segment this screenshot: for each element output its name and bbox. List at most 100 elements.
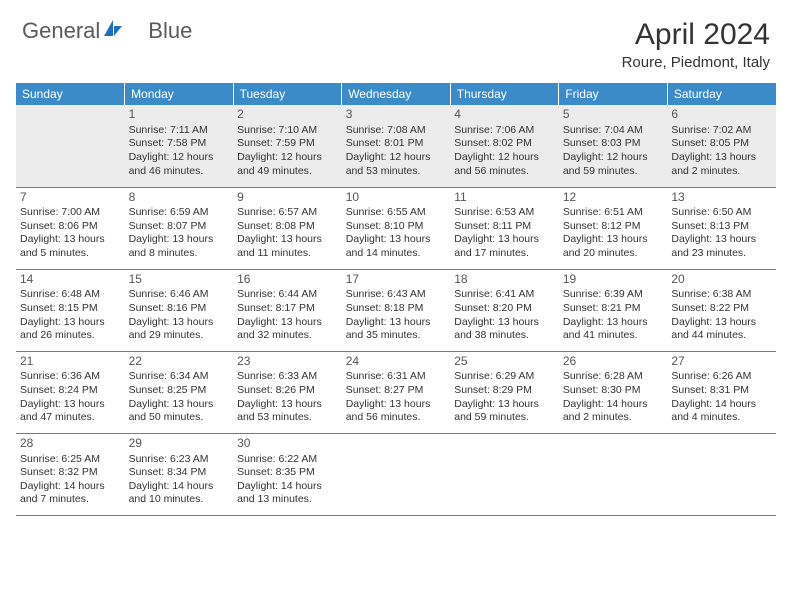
calendar-day-cell: 17Sunrise: 6:43 AMSunset: 8:18 PMDayligh… [342, 269, 451, 351]
sunset-line: Sunset: 8:30 PM [563, 384, 664, 398]
sunrise-line: Sunrise: 6:55 AM [346, 206, 447, 220]
sunrise-line: Sunrise: 6:46 AM [129, 288, 230, 302]
calendar-day-cell: 19Sunrise: 6:39 AMSunset: 8:21 PMDayligh… [559, 269, 668, 351]
calendar-day-cell [16, 105, 125, 187]
daylight-line: Daylight: 12 hours and 56 minutes. [454, 151, 555, 178]
sunset-line: Sunset: 8:07 PM [129, 220, 230, 234]
sunset-line: Sunset: 8:25 PM [129, 384, 230, 398]
sunrise-line: Sunrise: 6:25 AM [20, 453, 121, 467]
sunrise-line: Sunrise: 6:57 AM [237, 206, 338, 220]
logo-text-1: General [22, 18, 100, 44]
sunset-line: Sunset: 8:22 PM [671, 302, 772, 316]
day-number: 20 [671, 272, 772, 288]
sunset-line: Sunset: 8:29 PM [454, 384, 555, 398]
day-number: 26 [563, 354, 664, 370]
day-number: 15 [129, 272, 230, 288]
sail-icon [102, 18, 124, 44]
daylight-line: Daylight: 14 hours and 2 minutes. [563, 398, 664, 425]
daylight-line: Daylight: 13 hours and 29 minutes. [129, 316, 230, 343]
logo-text-2: Blue [148, 18, 192, 44]
sunrise-line: Sunrise: 6:34 AM [129, 370, 230, 384]
sunrise-line: Sunrise: 7:02 AM [671, 124, 772, 138]
sunset-line: Sunset: 8:03 PM [563, 137, 664, 151]
daylight-line: Daylight: 13 hours and 50 minutes. [129, 398, 230, 425]
sunset-line: Sunset: 8:02 PM [454, 137, 555, 151]
day-number: 24 [346, 354, 447, 370]
sunset-line: Sunset: 7:59 PM [237, 137, 338, 151]
day-number: 5 [563, 107, 664, 123]
calendar-day-cell: 18Sunrise: 6:41 AMSunset: 8:20 PMDayligh… [450, 269, 559, 351]
day-number: 1 [129, 107, 230, 123]
calendar-day-cell: 4Sunrise: 7:06 AMSunset: 8:02 PMDaylight… [450, 105, 559, 187]
sunset-line: Sunset: 8:01 PM [346, 137, 447, 151]
sunset-line: Sunset: 8:11 PM [454, 220, 555, 234]
day-number: 22 [129, 354, 230, 370]
daylight-line: Daylight: 12 hours and 49 minutes. [237, 151, 338, 178]
sunrise-line: Sunrise: 6:41 AM [454, 288, 555, 302]
sunrise-line: Sunrise: 6:39 AM [563, 288, 664, 302]
day-number: 4 [454, 107, 555, 123]
weekday-header: Wednesday [342, 83, 451, 105]
calendar-day-cell: 29Sunrise: 6:23 AMSunset: 8:34 PMDayligh… [125, 433, 234, 515]
sunset-line: Sunset: 8:12 PM [563, 220, 664, 234]
sunset-line: Sunset: 8:06 PM [20, 220, 121, 234]
daylight-line: Daylight: 14 hours and 13 minutes. [237, 480, 338, 507]
day-number: 13 [671, 190, 772, 206]
weekday-header: Thursday [450, 83, 559, 105]
sunrise-line: Sunrise: 6:38 AM [671, 288, 772, 302]
sunrise-line: Sunrise: 6:22 AM [237, 453, 338, 467]
daylight-line: Daylight: 13 hours and 11 minutes. [237, 233, 338, 260]
sunrise-line: Sunrise: 6:36 AM [20, 370, 121, 384]
daylight-line: Daylight: 13 hours and 59 minutes. [454, 398, 555, 425]
day-number: 30 [237, 436, 338, 452]
sunrise-line: Sunrise: 7:11 AM [129, 124, 230, 138]
sunset-line: Sunset: 8:24 PM [20, 384, 121, 398]
daylight-line: Daylight: 13 hours and 17 minutes. [454, 233, 555, 260]
calendar-day-cell: 27Sunrise: 6:26 AMSunset: 8:31 PMDayligh… [667, 351, 776, 433]
calendar-day-cell: 24Sunrise: 6:31 AMSunset: 8:27 PMDayligh… [342, 351, 451, 433]
sunrise-line: Sunrise: 6:51 AM [563, 206, 664, 220]
calendar-day-cell: 9Sunrise: 6:57 AMSunset: 8:08 PMDaylight… [233, 187, 342, 269]
day-number: 11 [454, 190, 555, 206]
sunrise-line: Sunrise: 7:06 AM [454, 124, 555, 138]
weekday-header: Saturday [667, 83, 776, 105]
calendar-week-row: 14Sunrise: 6:48 AMSunset: 8:15 PMDayligh… [16, 269, 776, 351]
calendar-day-cell: 20Sunrise: 6:38 AMSunset: 8:22 PMDayligh… [667, 269, 776, 351]
title-block: April 2024 Roure, Piedmont, Italy [622, 18, 770, 71]
calendar-day-cell: 13Sunrise: 6:50 AMSunset: 8:13 PMDayligh… [667, 187, 776, 269]
daylight-line: Daylight: 13 hours and 56 minutes. [346, 398, 447, 425]
day-number: 18 [454, 272, 555, 288]
sunset-line: Sunset: 8:05 PM [671, 137, 772, 151]
day-number: 10 [346, 190, 447, 206]
sunset-line: Sunset: 8:20 PM [454, 302, 555, 316]
calendar-day-cell: 15Sunrise: 6:46 AMSunset: 8:16 PMDayligh… [125, 269, 234, 351]
day-number: 19 [563, 272, 664, 288]
sunset-line: Sunset: 8:15 PM [20, 302, 121, 316]
day-number: 17 [346, 272, 447, 288]
sunrise-line: Sunrise: 7:08 AM [346, 124, 447, 138]
sunset-line: Sunset: 8:17 PM [237, 302, 338, 316]
calendar-day-cell [450, 433, 559, 515]
calendar-day-cell: 8Sunrise: 6:59 AMSunset: 8:07 PMDaylight… [125, 187, 234, 269]
daylight-line: Daylight: 13 hours and 32 minutes. [237, 316, 338, 343]
sunset-line: Sunset: 8:13 PM [671, 220, 772, 234]
calendar-day-cell: 30Sunrise: 6:22 AMSunset: 8:35 PMDayligh… [233, 433, 342, 515]
calendar-day-cell: 11Sunrise: 6:53 AMSunset: 8:11 PMDayligh… [450, 187, 559, 269]
weekday-header: Sunday [16, 83, 125, 105]
daylight-line: Daylight: 13 hours and 53 minutes. [237, 398, 338, 425]
day-number: 25 [454, 354, 555, 370]
calendar-day-cell: 2Sunrise: 7:10 AMSunset: 7:59 PMDaylight… [233, 105, 342, 187]
day-number: 27 [671, 354, 772, 370]
sunset-line: Sunset: 8:10 PM [346, 220, 447, 234]
sunrise-line: Sunrise: 6:59 AM [129, 206, 230, 220]
daylight-line: Daylight: 14 hours and 10 minutes. [129, 480, 230, 507]
header: General Blue April 2024 Roure, Piedmont,… [0, 0, 792, 75]
day-number: 12 [563, 190, 664, 206]
daylight-line: Daylight: 13 hours and 47 minutes. [20, 398, 121, 425]
calendar-day-cell: 6Sunrise: 7:02 AMSunset: 8:05 PMDaylight… [667, 105, 776, 187]
calendar-week-row: 1Sunrise: 7:11 AMSunset: 7:58 PMDaylight… [16, 105, 776, 187]
sunrise-line: Sunrise: 7:10 AM [237, 124, 338, 138]
location: Roure, Piedmont, Italy [622, 54, 770, 71]
sunset-line: Sunset: 8:32 PM [20, 466, 121, 480]
daylight-line: Daylight: 12 hours and 53 minutes. [346, 151, 447, 178]
